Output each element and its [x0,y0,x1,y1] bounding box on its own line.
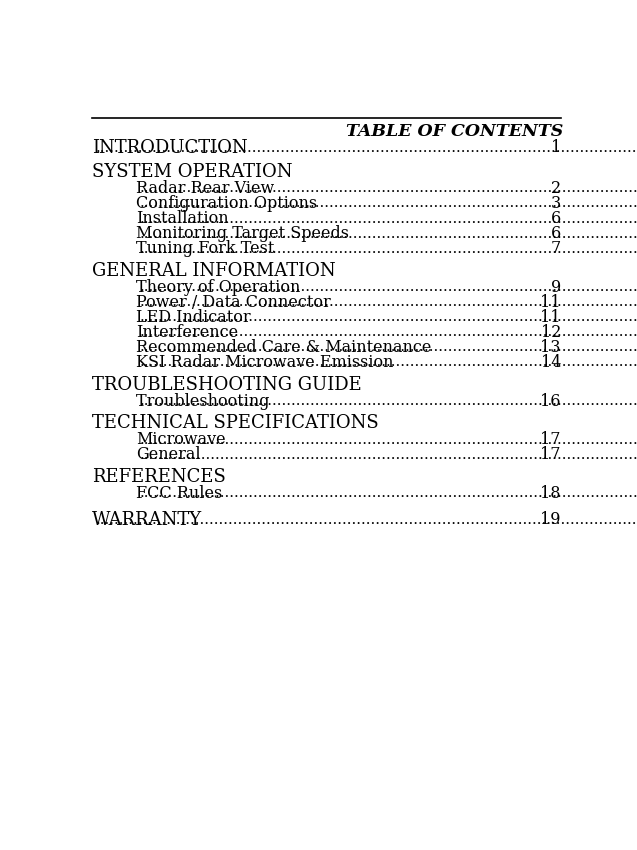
Text: ................................................................................: ........................................… [140,341,637,354]
Text: ................................................................................: ........................................… [140,280,637,294]
Text: TECHNICAL SPECIFICATIONS: TECHNICAL SPECIFICATIONS [92,414,379,433]
Text: Power / Data Connector: Power / Data Connector [136,294,331,311]
Text: 7: 7 [551,240,561,257]
Text: 3: 3 [551,195,561,212]
Text: ................................................................................: ........................................… [140,326,637,339]
Text: 2: 2 [551,180,561,197]
Text: GENERAL INFORMATION: GENERAL INFORMATION [92,262,336,280]
Text: 18: 18 [540,484,561,501]
Text: General: General [136,446,201,463]
Text: ................................................................................: ........................................… [140,241,637,256]
Text: ................................................................................: ........................................… [96,141,637,155]
Text: 14: 14 [541,354,561,371]
Text: 17: 17 [540,446,561,463]
Text: ................................................................................: ........................................… [96,513,637,526]
Text: Radar Rear View: Radar Rear View [136,180,275,197]
Text: 6: 6 [551,225,561,242]
Text: 1: 1 [551,139,561,156]
Text: Monitoring Target Speeds: Monitoring Target Speeds [136,225,350,242]
Text: Recommended Care & Maintenance: Recommended Care & Maintenance [136,339,432,356]
Text: ................................................................................: ........................................… [140,295,637,309]
Text: Interference: Interference [136,324,238,341]
Text: FCC Rules: FCC Rules [136,484,223,501]
Text: ................................................................................: ........................................… [140,310,637,325]
Text: ................................................................................: ........................................… [140,394,637,408]
Text: ................................................................................: ........................................… [140,212,637,225]
Text: ................................................................................: ........................................… [140,486,637,501]
Text: LED Indicator: LED Indicator [136,309,251,326]
Text: ................................................................................: ........................................… [140,355,637,370]
Text: Microwave: Microwave [136,431,226,448]
Text: ................................................................................: ........................................… [140,181,637,196]
Text: ................................................................................: ........................................… [140,433,637,447]
Text: ................................................................................: ........................................… [140,227,637,241]
Text: 19: 19 [540,511,561,528]
Text: 12: 12 [541,324,561,341]
Text: Installation: Installation [136,210,229,227]
Text: ................................................................................: ........................................… [140,448,637,462]
Text: WARRANTY: WARRANTY [92,511,202,529]
Text: INTRODUCTION: INTRODUCTION [92,139,248,156]
Text: Troubleshooting: Troubleshooting [136,393,275,410]
Text: 17: 17 [540,431,561,448]
Text: Tuning Fork Test: Tuning Fork Test [136,240,275,257]
Text: 13: 13 [540,339,561,356]
Text: TABLE OF CONTENTS: TABLE OF CONTENTS [346,123,564,140]
Text: REFERENCES: REFERENCES [92,468,226,486]
Text: SYSTEM OPERATION: SYSTEM OPERATION [92,163,292,181]
Text: 9: 9 [551,279,561,296]
Text: Configuration Options: Configuration Options [136,195,317,212]
Text: 11: 11 [540,294,561,311]
Text: TROUBLESHOOTING GUIDE: TROUBLESHOOTING GUIDE [92,376,362,394]
Text: Theory of Operation: Theory of Operation [136,279,301,296]
Text: 11: 11 [540,309,561,326]
Text: ................................................................................: ........................................… [140,196,637,211]
Text: KSI Radar Microwave Emission: KSI Radar Microwave Emission [136,354,394,371]
Text: 16: 16 [540,393,561,410]
Text: 6: 6 [551,210,561,227]
